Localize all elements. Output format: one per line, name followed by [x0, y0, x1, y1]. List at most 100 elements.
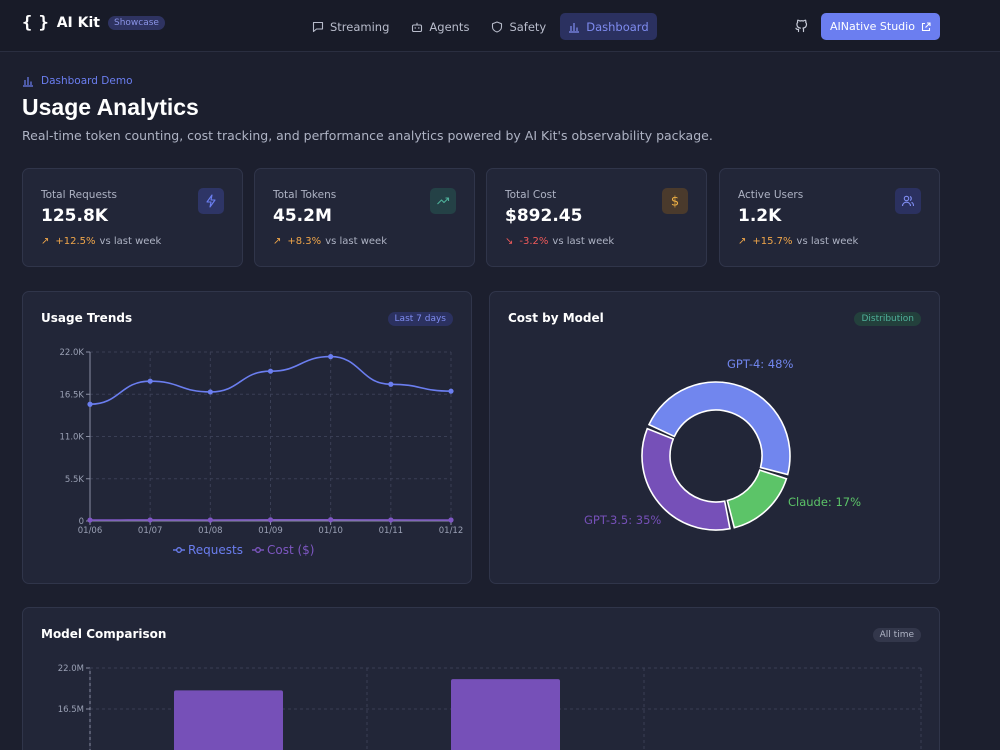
stat-change: ↗ +8.3% vs last week — [273, 236, 387, 247]
bar-1 — [451, 679, 560, 750]
data-point — [267, 368, 274, 374]
page-title: Usage Analytics — [22, 94, 199, 120]
x-tick-label: 01/09 — [258, 526, 283, 536]
data-point — [388, 381, 394, 387]
change-percent: +15.7% — [752, 236, 793, 247]
data-point — [207, 517, 213, 523]
data-point — [328, 354, 334, 360]
legend-label: Requests — [188, 543, 243, 557]
stat-card-total-tokens: Total Tokens 45.2M ↗ +8.3% vs last week — [254, 168, 475, 267]
logo-brace-icon: { } — [22, 13, 49, 33]
data-point — [147, 378, 153, 384]
model-comparison-panel: Model Comparison All time 22.0M 16.5M — [22, 607, 940, 750]
bar-chart-icon — [23, 77, 33, 87]
legend-marker — [255, 547, 261, 553]
studio-button-label: AINative Studio — [830, 20, 915, 33]
y-tick-label: 0 — [79, 517, 84, 527]
panel-title: Cost by Model — [508, 311, 604, 325]
breadcrumb-label: Dashboard Demo — [41, 75, 133, 87]
cost-by-model-chart: GPT-4: 48% Claude: 17% GPT-3.5: 35% — [584, 357, 861, 531]
svg-text:$: $ — [671, 195, 679, 209]
data-point — [388, 517, 394, 523]
data-point — [207, 389, 213, 395]
stat-label: Active Users — [738, 189, 804, 201]
series-line-0 — [89, 355, 452, 406]
top-navigation-bar: { } AI Kit Showcase Streaming Agents Saf… — [0, 0, 1000, 52]
app-title: AI Kit — [56, 15, 100, 31]
stat-card-total-cost: Total Cost $892.45 ↘ -3.2% vs last week … — [486, 168, 707, 267]
ainative-studio-button[interactable]: AINative Studio — [821, 13, 940, 40]
slice-label: Claude: 17% — [788, 495, 861, 509]
showcase-badge: Showcase — [107, 16, 165, 30]
stat-label: Total Cost — [505, 189, 557, 201]
app-logo[interactable]: { } AI Kit Showcase — [22, 13, 165, 33]
breadcrumb: Dashboard Demo — [22, 75, 133, 87]
bot-icon — [412, 22, 423, 32]
nav-safety[interactable]: Safety — [483, 13, 554, 40]
change-suffix: vs last week — [325, 236, 387, 247]
pie-slice-claude — [726, 469, 788, 529]
y-tick-label: 16.5K — [60, 390, 85, 400]
x-tick-label: 01/06 — [78, 526, 103, 536]
nav-dashboard-label: Dashboard — [586, 19, 649, 34]
nav-streaming[interactable]: Streaming — [304, 13, 397, 40]
range-badge: Last 7 days — [387, 312, 453, 326]
pie-slice-gpt-3.5 — [641, 427, 731, 531]
panel-title: Model Comparison — [41, 627, 167, 641]
dollar-icon: $ — [662, 188, 688, 214]
nav-agents-label: Agents — [429, 19, 470, 34]
trend-up-arrow: ↗ — [41, 236, 50, 247]
change-percent: +8.3% — [287, 236, 322, 247]
data-point — [448, 388, 454, 394]
nav-streaming-label: Streaming — [330, 19, 390, 34]
stat-label: Total Tokens — [273, 189, 337, 201]
usage-trends-panel: Usage Trends Last 7 days 0 5.5K 11.0K 16.5K… — [22, 291, 472, 584]
bar-0 — [174, 690, 283, 750]
y-tick-label: 22.0M — [58, 664, 84, 674]
stat-value: 45.2M — [273, 206, 332, 226]
stat-change: ↘ -3.2% vs last week — [505, 236, 614, 247]
model-comparison-chart: 22.0M 16.5M — [58, 664, 922, 750]
data-point — [448, 517, 454, 523]
pie-slice-gpt-4 — [647, 381, 791, 476]
change-suffix: vs last week — [552, 236, 615, 247]
y-tick-label: 11.0K — [60, 433, 85, 443]
x-tick-label: 01/12 — [439, 526, 464, 536]
y-tick-label: 22.0K — [60, 348, 85, 358]
y-tick-label: 16.5M — [58, 705, 84, 715]
change-suffix: vs last week — [99, 236, 162, 247]
all-time-badge: All time — [872, 628, 921, 642]
change-suffix: vs last week — [796, 236, 859, 247]
trending-up-icon — [430, 188, 456, 214]
nav-dashboard[interactable]: Dashboard — [560, 13, 657, 40]
panel-title: Usage Trends — [41, 311, 133, 325]
legend-label: Cost ($) — [267, 543, 315, 557]
stat-change: ↗ +15.7% vs last week — [738, 236, 858, 247]
stat-change: ↗ +12.5% vs last week — [41, 236, 161, 247]
page-subtitle: Real-time token counting, cost tracking,… — [22, 128, 713, 143]
chat-bubble-icon — [312, 21, 324, 32]
stat-card-total-requests: Total Requests 125.8K ↗ +12.5% vs last w… — [22, 168, 243, 267]
data-point — [147, 517, 153, 523]
x-tick-label: 01/07 — [138, 526, 163, 536]
trend-up-arrow: ↗ — [273, 236, 282, 247]
data-point — [328, 517, 334, 523]
users-icon — [895, 188, 921, 214]
stat-value: 125.8K — [41, 206, 108, 226]
usage-trends-chart: 0 5.5K 11.0K 16.5K 22.0K 01/06 01/07 01/08 01/09… — [60, 348, 464, 557]
slice-label: GPT-4: 48% — [727, 357, 793, 371]
x-tick-label: 01/10 — [318, 526, 343, 536]
y-tick-label: 5.5K — [65, 475, 85, 485]
x-tick-label: 01/11 — [379, 526, 404, 536]
nav-safety-label: Safety — [509, 19, 547, 34]
stat-label: Total Requests — [41, 189, 117, 201]
stat-card-active-users: Active Users 1.2K ↗ +15.7% vs last week — [719, 168, 940, 267]
slice-label: GPT-3.5: 35% — [584, 513, 661, 527]
cost-by-model-panel: Cost by Model Distribution GPT-4: 48% Cla… — [489, 291, 940, 584]
main-nav: Streaming Agents Safety Dashboard — [304, 13, 657, 40]
github-icon[interactable] — [793, 17, 809, 33]
nav-agents[interactable]: Agents — [403, 13, 477, 40]
lightning-icon — [198, 188, 224, 214]
stat-value: 1.2K — [738, 206, 782, 226]
bar-chart-icon — [569, 22, 580, 33]
